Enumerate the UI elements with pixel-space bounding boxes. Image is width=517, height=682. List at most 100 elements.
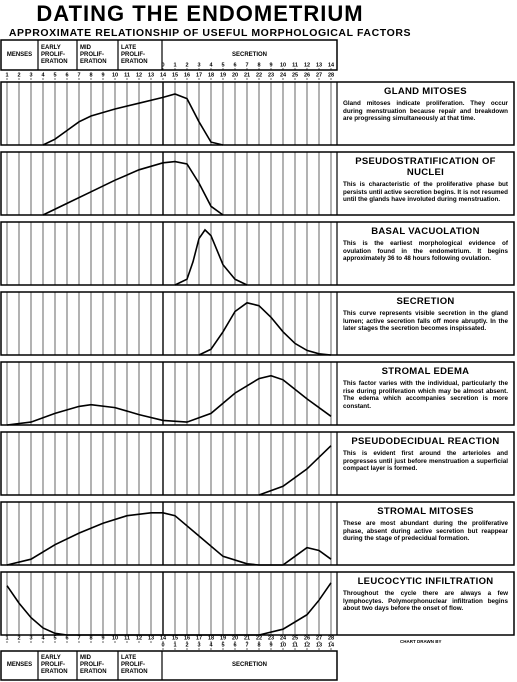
x-tick-label: 14: [328, 642, 335, 648]
x-tick-label: 12: [304, 642, 310, 648]
panel-description: This is characteristic of the proliferat…: [343, 181, 508, 204]
panel-title: PSEUDODECIDUAL REACTION: [351, 436, 500, 447]
x-tick-label: 11: [124, 72, 130, 78]
x-tick-label: 22: [256, 72, 262, 78]
x-tick-label: 20: [232, 72, 238, 78]
x-tick-label: 10: [112, 635, 118, 641]
x-tick-label: 27: [316, 635, 322, 641]
x-tick-label: 9: [269, 62, 272, 68]
panel-description: This is evident first around the arterio…: [343, 450, 508, 473]
x-tick-label: 6: [233, 642, 236, 648]
x-tick-label: 14: [328, 62, 335, 68]
x-tick-label: 6: [65, 635, 68, 641]
chart-title: DATING THE ENDOMETRIUM: [36, 1, 363, 26]
x-tick-label: 8: [257, 642, 260, 648]
panel-text: PSEUDOSTRATIFICATION OF NUCLEI This is ch…: [343, 156, 508, 204]
x-tick-label: 17: [196, 72, 202, 78]
panel-frame: [0, 151, 515, 216]
panel-title: STROMAL EDEMA: [381, 366, 470, 377]
x-tick-label: 20: [232, 635, 238, 641]
phase-label: MID PROLIF- ERATION: [80, 655, 107, 675]
chart-subtitle: APPROXIMATE RELATIONSHIP OF USEFUL MORPH…: [9, 27, 411, 39]
x-tick-label: 4: [41, 72, 45, 78]
x-tick-label: 2: [17, 72, 20, 78]
panel-title: PSEUDOSTRATIFICATION OF NUCLEI: [355, 156, 496, 178]
panel-description: This curve represents visible secretion …: [343, 310, 508, 333]
panel-title: LEUCOCYTIC INFILTRATION: [357, 576, 494, 587]
x-tick-label: 13: [148, 635, 154, 641]
x-tick-label: 4: [41, 635, 45, 641]
x-tick-label: 4: [209, 62, 213, 68]
panel-description: Throughout the cycle there are always a …: [343, 590, 508, 613]
x-tick-label: 21: [244, 635, 250, 641]
x-tick-label: 5: [221, 642, 224, 648]
panel-description: These are most abundant during the proli…: [343, 520, 508, 543]
x-tick-label: 2: [185, 62, 188, 68]
curve: [6, 582, 332, 636]
x-tick-label: 11: [124, 635, 130, 641]
x-tick-label: 18: [208, 635, 214, 641]
x-tick-label: 9: [269, 642, 272, 648]
curve: [198, 301, 332, 356]
x-tick-label: 21: [244, 72, 250, 78]
x-tick-label: 5: [53, 72, 56, 78]
curve: [42, 93, 224, 146]
panel-frame: [0, 221, 515, 286]
panel-text: PSEUDODECIDUAL REACTION This is evident f…: [343, 436, 508, 473]
curve: [6, 511, 332, 566]
x-tick-label: 2: [17, 635, 20, 641]
phase-label: MENSES: [6, 662, 33, 668]
x-tick-label: 3: [197, 62, 200, 68]
x-tick-label: 12: [304, 62, 310, 68]
x-tick-label: 1: [173, 62, 176, 68]
x-tick-label: 6: [233, 62, 236, 68]
panel-title: SECRETION: [396, 296, 455, 307]
panel-description: This is the earliest morphological evide…: [343, 240, 508, 263]
x-tick-label: 13: [316, 62, 322, 68]
x-tick-label: 25: [292, 635, 298, 641]
x-tick-label: 5: [221, 62, 224, 68]
curve: [174, 228, 248, 286]
x-tick-label: 9: [101, 635, 104, 641]
x-tick-label: 0: [161, 642, 164, 648]
panel-frame: [0, 81, 515, 146]
panel-title: GLAND MITOSES: [384, 86, 467, 97]
x-tick-label: 7: [77, 72, 80, 78]
panel-title: STROMAL MITOSES: [377, 506, 474, 517]
curve: [42, 160, 224, 216]
x-tick-label: 25: [292, 72, 298, 78]
x-tick-label: 14: [160, 635, 167, 641]
x-tick-label: 0: [161, 62, 164, 68]
x-tick-label: 22: [256, 635, 262, 641]
panel-text: LEUCOCYTIC INFILTRATION Throughout the cy…: [343, 576, 508, 613]
panel-frame: [0, 291, 515, 356]
x-tick-label: 27: [316, 72, 322, 78]
x-tick-label: 3: [29, 72, 32, 78]
phase-label: SECRETION: [231, 51, 267, 58]
x-tick-label: 1: [5, 635, 8, 641]
x-tick-label: 14: [160, 72, 167, 78]
x-tick-label: 12: [136, 635, 142, 641]
x-tick-label: 5: [53, 635, 56, 641]
x-tick-label: 15: [172, 72, 178, 78]
x-tick-label: 11: [292, 642, 298, 648]
phase-label: LATE PROLIF- ERATION: [121, 44, 148, 65]
x-tick-label: 19: [220, 635, 226, 641]
x-tick-label: 16: [184, 72, 190, 78]
x-tick-label: 8: [257, 62, 260, 68]
curve: [258, 445, 332, 496]
x-tick-label: 24: [280, 72, 287, 78]
x-tick-label: 11: [292, 62, 298, 68]
phase-label: MENSES: [6, 51, 33, 58]
phase-header: [0, 39, 338, 71]
x-tick-label: 13: [148, 72, 154, 78]
phase-label: EARLY PROLIF- ERATION: [41, 655, 68, 675]
x-tick-label: 17: [196, 635, 202, 641]
x-tick-label: 26: [304, 635, 310, 641]
x-tick-label: 10: [280, 62, 286, 68]
panel-text: BASAL VACUOLATION This is the earliest mo…: [343, 226, 508, 263]
panel-description: Gland mitoses indicate proliferation. Th…: [343, 100, 508, 123]
panel-title: BASAL VACUOLATION: [371, 226, 480, 237]
